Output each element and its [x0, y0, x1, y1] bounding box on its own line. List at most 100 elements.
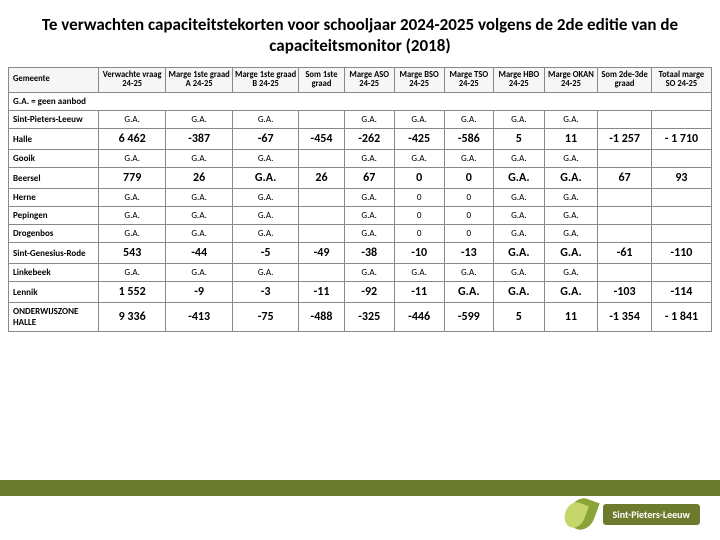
cell: 0: [394, 168, 444, 189]
cell: G.A.: [544, 207, 598, 225]
cell: -586: [444, 129, 493, 150]
cell: 0: [394, 207, 444, 225]
table-row: HerneG.A.G.A.G.A.G.A.00G.A.G.A.: [9, 189, 712, 207]
table-row: Sint-Pieters-LeeuwG.A.G.A.G.A.G.A.G.A.G.…: [9, 111, 712, 129]
cell: 0: [394, 225, 444, 243]
column-header: Verwachte vraag 24-25: [99, 67, 166, 93]
table-header-row: GemeenteVerwachte vraag 24-25Marge 1ste …: [9, 67, 712, 93]
cell: -9: [166, 282, 233, 303]
cell: -325: [344, 303, 394, 332]
table-row: GooikG.A.G.A.G.A.G.A.G.A.G.A.G.A.G.A.: [9, 150, 712, 168]
column-header: Marge TSO 24-25: [444, 67, 493, 93]
column-header: Marge OKAN 24-25: [544, 67, 598, 93]
table-row: PepingenG.A.G.A.G.A.G.A.00G.A.G.A.: [9, 207, 712, 225]
brand-label: Sint-Pieters-Leeuw: [603, 504, 700, 525]
cell: -92: [344, 282, 394, 303]
cell: [598, 150, 652, 168]
cell: G.A.: [494, 243, 545, 264]
row-name: Beersel: [9, 168, 99, 189]
cell: 0: [444, 225, 493, 243]
cell: G.A.: [232, 264, 298, 282]
cell: G.A.: [232, 207, 298, 225]
column-header: Marge 1ste graad B 24-25: [232, 67, 298, 93]
cell: -44: [166, 243, 233, 264]
row-name: Pepingen: [9, 207, 99, 225]
cell: G.A.: [544, 150, 598, 168]
cell: G.A.: [166, 225, 233, 243]
table-row: Beersel77926G.A.266700G.A.G.A.6793: [9, 168, 712, 189]
cell: [598, 189, 652, 207]
row-name: Herne: [9, 189, 99, 207]
row-name: Linkebeek: [9, 264, 99, 282]
column-header: Marge 1ste graad A 24-25: [166, 67, 233, 93]
cell: G.A.: [99, 225, 166, 243]
cell: -49: [299, 243, 344, 264]
cell: [598, 264, 652, 282]
cell: G.A.: [99, 189, 166, 207]
cell: G.A.: [344, 264, 394, 282]
cell: 779: [99, 168, 166, 189]
cell: G.A.: [494, 225, 545, 243]
capacity-table: GemeenteVerwachte vraag 24-25Marge 1ste …: [8, 67, 712, 333]
cell: [651, 189, 711, 207]
cell: -262: [344, 129, 394, 150]
cell: 11: [544, 129, 598, 150]
cell: G.A.: [99, 150, 166, 168]
cell: -3: [232, 282, 298, 303]
cell: [651, 225, 711, 243]
cell: -11: [394, 282, 444, 303]
cell: G.A.: [444, 282, 493, 303]
cell: G.A.: [494, 111, 545, 129]
cell: G.A.: [166, 111, 233, 129]
cell: [299, 189, 344, 207]
cell: G.A.: [494, 168, 545, 189]
cell: G.A.: [232, 150, 298, 168]
cell: G.A.: [166, 150, 233, 168]
column-header: Totaal marge SO 24-25: [651, 67, 711, 93]
table-row: DrogenbosG.A.G.A.G.A.G.A.00G.A.G.A.: [9, 225, 712, 243]
cell: -454: [299, 129, 344, 150]
column-header: Som 2de-3de graad: [598, 67, 652, 93]
cell: -446: [394, 303, 444, 332]
cell: [299, 150, 344, 168]
column-header: Marge BSO 24-25: [394, 67, 444, 93]
cell: G.A.: [544, 189, 598, 207]
column-header: Marge ASO 24-25: [344, 67, 394, 93]
cell: 0: [394, 189, 444, 207]
row-name: Gooik: [9, 150, 99, 168]
cell: 0: [444, 189, 493, 207]
cell: 26: [166, 168, 233, 189]
cell: G.A.: [344, 111, 394, 129]
leaf-icon: [563, 492, 597, 536]
cell: -67: [232, 129, 298, 150]
row-name: Drogenbos: [9, 225, 99, 243]
cell: G.A.: [444, 111, 493, 129]
cell: [598, 225, 652, 243]
cell: G.A.: [99, 264, 166, 282]
cell: G.A.: [494, 207, 545, 225]
cell: 0: [444, 207, 493, 225]
cell: 67: [598, 168, 652, 189]
cell: -75: [232, 303, 298, 332]
cell: 6 462: [99, 129, 166, 150]
table-row: Sint-Genesius-Rode543-44-5-49-38-10-13G.…: [9, 243, 712, 264]
cell: G.A.: [444, 150, 493, 168]
row-name: Sint-Pieters-Leeuw: [9, 111, 99, 129]
cell: -1 257: [598, 129, 652, 150]
cell: -10: [394, 243, 444, 264]
cell: -38: [344, 243, 394, 264]
cell: 11: [544, 303, 598, 332]
cell: 1 552: [99, 282, 166, 303]
cell: -61: [598, 243, 652, 264]
cell: 5: [494, 303, 545, 332]
footnote-text: G.A. = geen aanbod: [9, 93, 712, 111]
cell: - 1 841: [651, 303, 711, 332]
table-row: Lennik1 552-9-3-11-92-11G.A.G.A.G.A.-103…: [9, 282, 712, 303]
cell: -11: [299, 282, 344, 303]
page-title: Te verwachten capaciteitstekorten voor s…: [0, 0, 720, 67]
column-header: Marge HBO 24-25: [494, 67, 545, 93]
cell: G.A.: [494, 150, 545, 168]
cell: G.A.: [444, 264, 493, 282]
row-name: ONDERWIJSZONE HALLE: [9, 303, 99, 332]
cell: [651, 111, 711, 129]
